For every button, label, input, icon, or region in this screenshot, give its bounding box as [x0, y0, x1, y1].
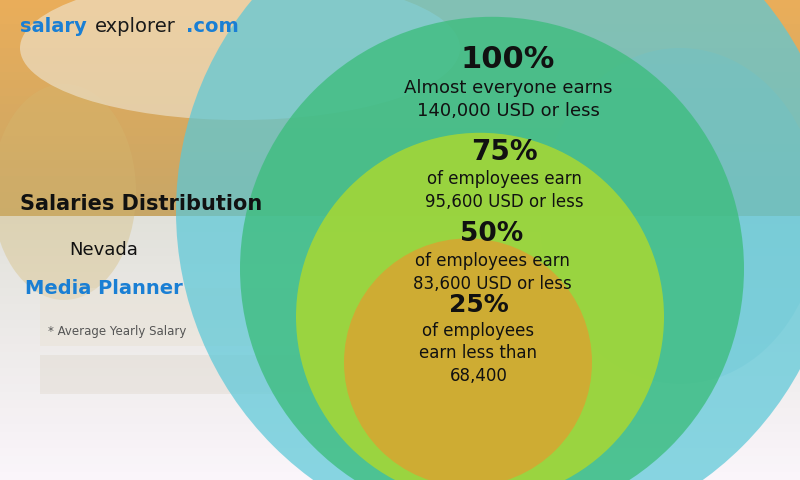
Bar: [0, 88, 800, 96]
Text: explorer: explorer: [94, 17, 175, 36]
Bar: [0, 424, 800, 432]
Bar: [0, 448, 800, 456]
Bar: [0, 368, 800, 376]
Bar: [0, 32, 800, 40]
Ellipse shape: [540, 48, 800, 384]
Bar: [0, 40, 800, 48]
Ellipse shape: [240, 17, 744, 480]
Text: Almost everyone earns
140,000 USD or less: Almost everyone earns 140,000 USD or les…: [404, 79, 612, 120]
Bar: [0, 296, 800, 304]
Bar: [0, 168, 800, 176]
Text: of employees earn
83,600 USD or less: of employees earn 83,600 USD or less: [413, 252, 571, 293]
Bar: [0, 312, 800, 320]
Bar: [0, 456, 800, 464]
Bar: [0, 264, 800, 272]
Bar: [0, 464, 800, 472]
Bar: [0, 384, 800, 392]
Bar: [0, 408, 800, 416]
Ellipse shape: [176, 0, 800, 480]
Bar: [0, 184, 800, 192]
Bar: [0, 400, 800, 408]
Bar: [0, 144, 800, 152]
Bar: [0, 336, 800, 344]
Bar: [0, 192, 800, 200]
Text: 25%: 25%: [449, 293, 508, 317]
Bar: [0, 216, 800, 224]
Bar: [0, 224, 800, 232]
Bar: [0, 176, 800, 184]
Bar: [0, 232, 800, 240]
Bar: [0, 376, 800, 384]
Bar: [0, 104, 800, 112]
Bar: [0, 112, 800, 120]
Text: 75%: 75%: [470, 138, 538, 166]
Bar: [0, 472, 800, 480]
Text: Media Planner: Media Planner: [25, 278, 183, 298]
Bar: [0, 432, 800, 440]
Bar: [0, 248, 800, 256]
Bar: [0, 328, 800, 336]
Bar: [0, 120, 800, 128]
Ellipse shape: [20, 0, 460, 120]
Bar: [0, 200, 800, 208]
Text: Nevada: Nevada: [70, 240, 138, 259]
Bar: [0, 280, 800, 288]
Bar: [0, 136, 800, 144]
Bar: [0, 320, 800, 328]
Bar: [0, 152, 800, 160]
Text: of employees earn
95,600 USD or less: of employees earn 95,600 USD or less: [425, 170, 583, 211]
Bar: [0, 72, 800, 80]
Bar: [40, 288, 344, 346]
Ellipse shape: [0, 84, 136, 300]
Bar: [0, 240, 800, 248]
Bar: [0, 208, 800, 216]
Bar: [0, 48, 800, 56]
Text: salary: salary: [20, 17, 86, 36]
Bar: [0, 272, 800, 280]
Text: 50%: 50%: [460, 221, 524, 247]
Bar: [40, 355, 376, 394]
Bar: [0, 96, 800, 104]
Bar: [0, 416, 800, 424]
Text: Salaries Distribution: Salaries Distribution: [20, 194, 262, 214]
Bar: [0, 360, 800, 368]
Bar: [0, 80, 800, 88]
Bar: [0, 304, 800, 312]
Bar: [0, 440, 800, 448]
Bar: [0, 288, 800, 296]
Bar: [0, 352, 800, 360]
Text: .com: .com: [186, 17, 238, 36]
Bar: [0, 344, 800, 352]
Text: * Average Yearly Salary: * Average Yearly Salary: [48, 324, 186, 338]
Bar: [0, 56, 800, 64]
Ellipse shape: [344, 239, 592, 480]
Bar: [0, 256, 800, 264]
Bar: [0, 64, 800, 72]
Ellipse shape: [296, 133, 664, 480]
Bar: [0, 8, 800, 16]
Bar: [0, 392, 800, 400]
Bar: [0, 0, 800, 8]
Text: of employees
earn less than
68,400: of employees earn less than 68,400: [419, 322, 538, 385]
Bar: [0, 16, 800, 24]
Bar: [0, 160, 800, 168]
Bar: [0, 128, 800, 136]
Text: 100%: 100%: [461, 46, 555, 74]
Bar: [0, 24, 800, 32]
